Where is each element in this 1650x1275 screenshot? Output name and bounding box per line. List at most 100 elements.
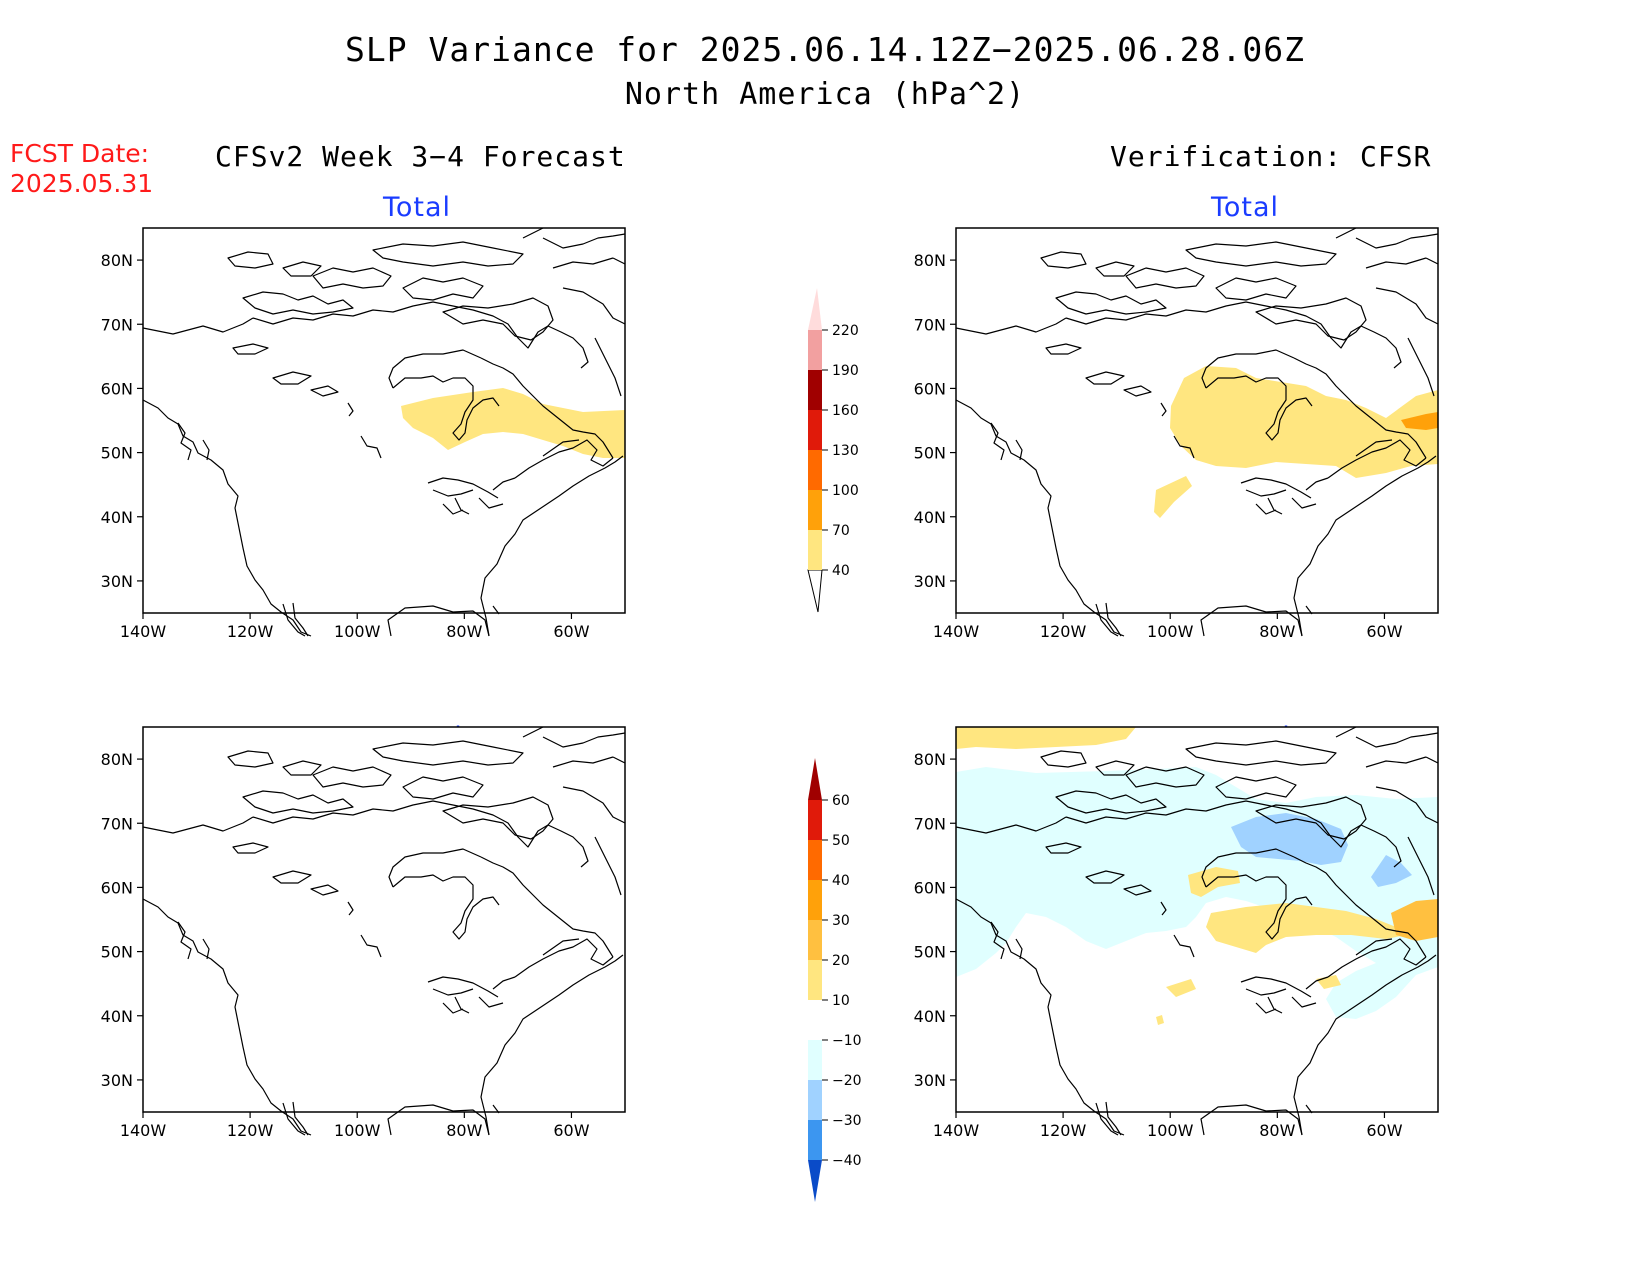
lon-tick-label: 80W <box>446 1121 482 1140</box>
shade-40-70-main <box>1170 366 1438 478</box>
colorbar-total-swatch <box>808 530 822 570</box>
lat-tick-label: 30N <box>101 572 133 591</box>
shade-minus20-minus30-davis <box>1371 855 1412 887</box>
lat-tick-label: 30N <box>101 1071 133 1090</box>
lon-tick-label: 100W <box>1147 1121 1194 1140</box>
lon-tick-label: 140W <box>120 622 167 641</box>
lon-tick-label: 140W <box>120 1121 167 1140</box>
lat-tick-label: 70N <box>914 814 946 833</box>
lat-tick-label: 50N <box>914 444 946 463</box>
lat-tick-label: 80N <box>101 251 133 270</box>
colorbar-total-label: 130 <box>832 443 859 459</box>
lat-tick-label: 80N <box>914 750 946 769</box>
colorbar-anomaly-label: −40 <box>832 1153 862 1169</box>
colorbar-anomaly-swatch <box>808 960 822 1000</box>
lat-tick-label: 80N <box>914 251 946 270</box>
lat-tick-label: 70N <box>101 814 133 833</box>
colorbar-anomaly-swatch <box>808 1120 822 1160</box>
lat-tick-label: 80N <box>101 750 133 769</box>
lat-tick-label: 70N <box>914 315 946 334</box>
left-column-title: CFSv2 Week 3−4 Forecast <box>215 140 626 173</box>
map-panel-verification-anomaly <box>955 726 1439 1136</box>
shade-10-20-arctic <box>956 727 1136 749</box>
colorbar-total-label: 190 <box>832 363 859 379</box>
lat-tick-label: 70N <box>101 315 133 334</box>
lon-tick-label: 140W <box>933 1121 980 1140</box>
colorbar-total-label: 160 <box>832 403 859 419</box>
colorbar-anomaly-label: 10 <box>832 993 850 1009</box>
colorbar-anomaly-swatch <box>808 840 822 880</box>
map-panel-forecast-anomaly <box>142 726 626 1136</box>
colorbar-anomaly-label: 50 <box>832 833 850 849</box>
lon-tick-label: 60W <box>1366 622 1402 641</box>
colorbar-anomaly-swatch <box>808 920 822 960</box>
colorbar-anomaly-swatch <box>808 800 822 840</box>
lon-tick-label: 100W <box>334 1121 381 1140</box>
lon-tick-label: 60W <box>553 1121 589 1140</box>
panel-title-forecast-total: Total <box>382 192 452 223</box>
lon-tick-label: 60W <box>553 622 589 641</box>
colorbar-total-label: 70 <box>832 523 850 539</box>
lat-tick-label: 50N <box>101 444 133 463</box>
map-panel-verification-total <box>955 227 1439 637</box>
shade-10-20-plains <box>1166 979 1196 997</box>
colorbar-anomaly-label: 40 <box>832 873 850 889</box>
lat-tick-label: 60N <box>914 379 946 398</box>
colorbar-anomaly-label: −10 <box>832 1033 862 1049</box>
shade-10-20-quebec <box>1206 903 1426 953</box>
colorbar-anomaly-label: −20 <box>832 1073 862 1089</box>
colorbar-anomaly: 60 50 40 30 20 10 −10 −20 −30 −40 <box>808 758 862 1202</box>
lat-tick-label: 50N <box>101 943 133 962</box>
panel-title-verification-total: Total <box>1210 192 1280 223</box>
lon-tick-label: 120W <box>227 1121 274 1140</box>
colorbar-total-swatch <box>808 330 822 370</box>
colorbar-total: 40 70 100 130 160 190 220 <box>807 288 859 613</box>
right-column-title: Verification: CFSR <box>1110 140 1432 173</box>
colorbar-anomaly-swatch <box>808 880 822 920</box>
lon-tick-label: 80W <box>1259 622 1295 641</box>
lon-tick-label: 100W <box>1147 622 1194 641</box>
shade-40-70 <box>401 388 625 458</box>
lon-tick-label: 120W <box>1040 622 1087 641</box>
colorbar-total-label: 100 <box>832 483 859 499</box>
colorbar-anomaly-label: −30 <box>832 1113 862 1129</box>
lon-tick-label: 80W <box>1259 1121 1295 1140</box>
colorbar-anomaly-label: 60 <box>832 793 850 809</box>
lat-tick-label: 40N <box>914 508 946 527</box>
shade-10-20-hudson <box>1188 867 1240 897</box>
fcst-date-value: 2025.05.31 <box>10 169 154 198</box>
colorbar-total-high-triangle <box>808 288 822 330</box>
colorbar-total-label: 220 <box>832 323 859 339</box>
lat-tick-label: 30N <box>914 572 946 591</box>
colorbar-anomaly-low-triangle <box>808 1160 822 1202</box>
map-axis-ticks: 140W 120W 100W 80W 60W 80N 70N 60N 50N 40N 30N 140W… <box>101 251 1403 1140</box>
lon-tick-label: 80W <box>446 622 482 641</box>
fcst-date-label: FCST Date: <box>10 139 150 168</box>
colorbar-total-low-triangle <box>807 569 823 613</box>
colorbar-total-swatch <box>808 370 822 410</box>
lat-tick-label: 30N <box>914 1071 946 1090</box>
shade-20-30-labrador <box>1391 899 1438 941</box>
colorbar-total-swatch <box>808 410 822 450</box>
lat-tick-label: 60N <box>914 878 946 897</box>
colorbar-total-label: 40 <box>832 563 850 579</box>
lat-tick-label: 60N <box>101 878 133 897</box>
lat-tick-label: 40N <box>101 1007 133 1026</box>
shade-70-100 <box>1401 412 1438 430</box>
lat-tick-label: 40N <box>914 1007 946 1026</box>
lon-tick-label: 100W <box>334 622 381 641</box>
lat-tick-label: 50N <box>914 943 946 962</box>
colorbar-anomaly-label: 20 <box>832 953 850 969</box>
lat-tick-label: 40N <box>101 508 133 527</box>
colorbar-anomaly-label: 30 <box>832 913 850 929</box>
colorbar-total-swatch <box>808 450 822 490</box>
lon-tick-label: 60W <box>1366 1121 1402 1140</box>
map-panel-forecast-total <box>142 227 626 637</box>
fcst-date-block: FCST Date: 2025.05.31 <box>10 139 153 199</box>
lon-tick-label: 120W <box>1040 1121 1087 1140</box>
shade-10-20-small <box>1156 1015 1164 1025</box>
lat-tick-label: 60N <box>101 379 133 398</box>
colorbar-anomaly-swatch <box>808 1080 822 1120</box>
colorbar-anomaly-swatch <box>808 1040 822 1080</box>
